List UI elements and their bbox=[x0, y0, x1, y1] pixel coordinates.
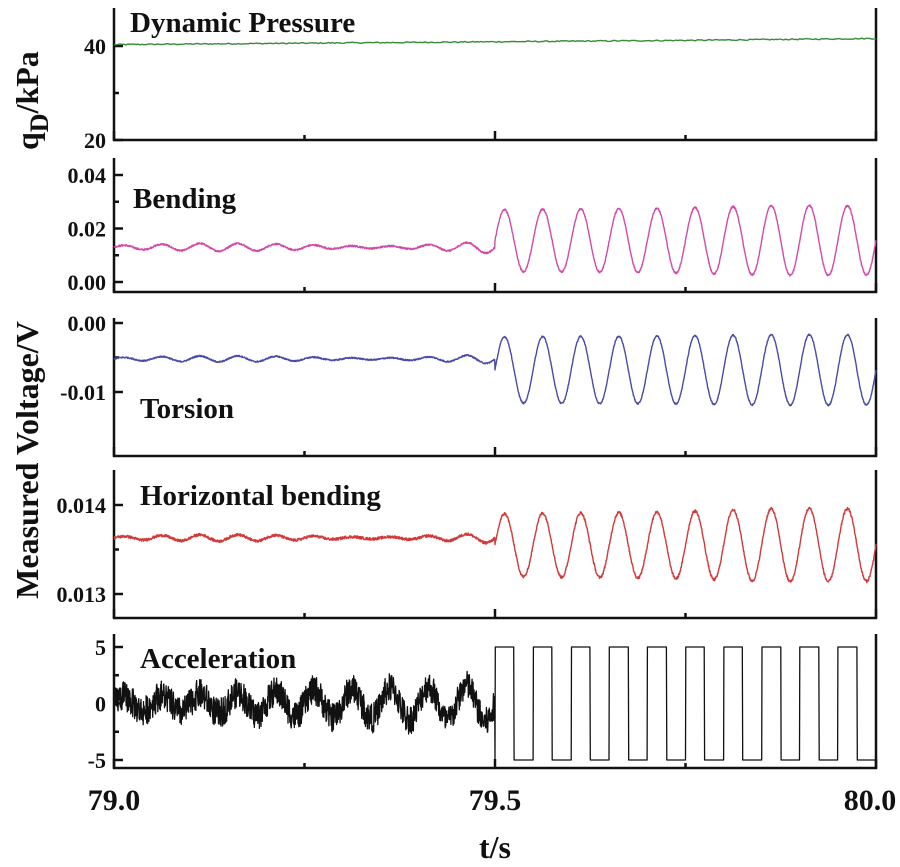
x-tick-label-0: 79.0 bbox=[88, 784, 141, 817]
panel-title: Horizontal bending bbox=[140, 480, 381, 512]
panel-acceleration: -5 0 5 Acceleration bbox=[88, 634, 878, 773]
series-line bbox=[113, 506, 877, 584]
y-tick-label: -5 bbox=[88, 748, 106, 773]
main-ylabel: Measured Voltage/V bbox=[9, 321, 45, 599]
x-axis: 79.0 79.5 80.0 t/s bbox=[88, 784, 897, 865]
y-tick-label: 0.013 bbox=[57, 582, 107, 607]
series-line bbox=[113, 37, 877, 46]
panel-frame bbox=[112, 158, 878, 294]
panel-bending: 0.00 0.02 0.04 Bending bbox=[68, 158, 878, 295]
y-tick-label: 0.04 bbox=[68, 163, 107, 188]
y-tick-label: 0 bbox=[95, 692, 106, 717]
panel-dynamic-pressure: 20 40 Dynamic Pressure bbox=[84, 7, 878, 153]
series-line bbox=[113, 646, 877, 761]
series-line bbox=[113, 204, 877, 277]
y-tick-label: 40 bbox=[84, 34, 106, 59]
x-tick-label-1: 79.5 bbox=[469, 784, 522, 817]
y-tick-label: -0.01 bbox=[60, 380, 106, 405]
top-ylabel: qD/kPa bbox=[9, 51, 54, 150]
y-tick-label: 0.00 bbox=[68, 311, 107, 336]
y-tick-label: 0.02 bbox=[68, 217, 107, 242]
y-tick-label: 5 bbox=[95, 635, 106, 660]
panel-title: Bending bbox=[133, 183, 237, 215]
series-line bbox=[113, 333, 877, 407]
x-axis-label: t/s bbox=[479, 829, 511, 865]
y-tick-label: 0.014 bbox=[57, 493, 107, 518]
panel-torsion: 0.00 -0.01 Torsion bbox=[60, 311, 878, 458]
y-tick-label: 0.00 bbox=[68, 270, 107, 295]
panel-horizontal-bending: 0.013 0.014 Horizontal bending bbox=[57, 470, 878, 620]
panel-title: Torsion bbox=[140, 393, 234, 425]
panel-title: Acceleration bbox=[140, 643, 296, 675]
panel-title: Dynamic Pressure bbox=[130, 7, 355, 39]
x-tick-label-2: 80.0 bbox=[844, 784, 897, 817]
y-tick-label: 20 bbox=[84, 128, 106, 153]
panel-frame bbox=[112, 318, 878, 458]
